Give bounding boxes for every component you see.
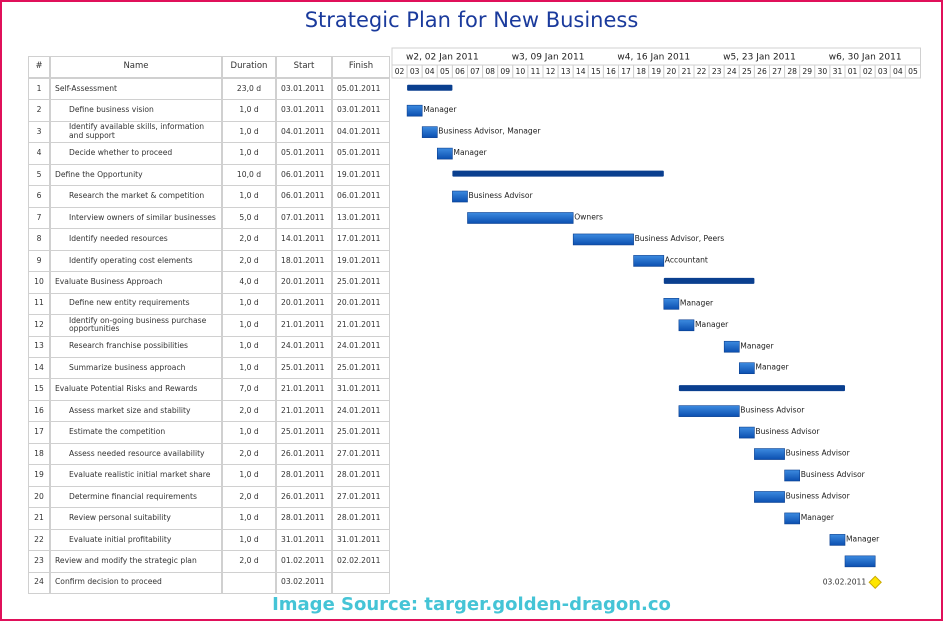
day-label: 30 (818, 67, 828, 76)
resource-label: Business Advisor, Peers (635, 234, 725, 243)
day-label: 15 (591, 67, 601, 76)
day-label: 29 (802, 67, 812, 76)
day-label: 14 (576, 67, 586, 76)
resource-label: Manager (801, 513, 835, 522)
column-header: Duration (222, 56, 276, 78)
day-label: 02 (395, 67, 405, 76)
resource-label: Manager (423, 105, 457, 114)
resource-label: Manager (846, 534, 880, 543)
day-label: 08 (485, 67, 495, 76)
resource-label: Manager (740, 341, 774, 350)
resource-label: Manager (755, 363, 789, 372)
task-bar (784, 469, 800, 482)
task-bar (754, 448, 785, 460)
day-label: 31 (833, 67, 843, 76)
task-bar (467, 212, 574, 224)
task-bar (784, 512, 800, 525)
cell-id: 24 (28, 571, 50, 595)
resource-label: Accountant (665, 255, 708, 264)
day-label: 25 (742, 67, 752, 76)
week-label: w5, 23 Jan 2011 (723, 53, 796, 63)
day-label: 22 (697, 67, 707, 76)
day-label: 27 (772, 67, 782, 76)
resource-label: Business Advisor, Manager (438, 127, 541, 136)
day-label: 23 (712, 67, 722, 76)
day-label: 03 (878, 67, 888, 76)
resource-label: Owners (574, 212, 603, 221)
summary-bar (663, 277, 755, 284)
day-label: 20 (667, 67, 677, 76)
task-bar (678, 405, 740, 417)
day-label: 02 (863, 67, 873, 76)
day-label: 18 (636, 67, 646, 76)
cell-name: Confirm decision to proceed (50, 571, 222, 595)
day-label: 01 (848, 67, 858, 76)
cell-finish (332, 571, 390, 595)
day-label: 28 (787, 67, 797, 76)
milestone-date: 03.02.2011 (823, 577, 867, 586)
resource-label: Business Advisor (740, 406, 805, 415)
day-label: 05 (440, 67, 450, 76)
day-label: 17 (621, 67, 631, 76)
week-label: w2, 02 Jan 2011 (406, 53, 479, 63)
resource-label: Manager (695, 320, 729, 329)
week-label: w4, 16 Jan 2011 (617, 53, 690, 63)
milestone (868, 575, 882, 590)
day-label: 26 (757, 67, 767, 76)
task-bar (723, 340, 740, 353)
resource-label: Business Advisor (755, 427, 820, 436)
task-bar (436, 147, 453, 160)
day-cell (904, 64, 922, 79)
resource-label: Business Advisor (469, 191, 534, 200)
title: Strategic Plan for New Business (304, 8, 639, 32)
day-label: 04 (893, 67, 903, 76)
day-label: 16 (606, 67, 616, 76)
task-bar (452, 190, 468, 203)
task-bar (406, 104, 423, 117)
task-bar (754, 491, 785, 503)
task-bar (738, 362, 755, 375)
day-label: 10 (516, 67, 526, 76)
resource-label: Business Advisor (786, 491, 851, 500)
task-bar (829, 534, 846, 546)
day-label: 21 (682, 67, 692, 76)
cell-duration (222, 571, 276, 595)
task-bar (663, 298, 680, 310)
day-label: 05 (908, 67, 918, 76)
column-header: # (28, 56, 50, 78)
column-header: Start (276, 56, 332, 78)
task-bar (738, 426, 755, 439)
day-label: 11 (531, 67, 541, 76)
day-label: 07 (470, 67, 480, 76)
column-header: Name (50, 56, 222, 78)
day-label: 19 (651, 67, 661, 76)
day-label: 03 (410, 67, 420, 76)
week-label: w6, 30 Jan 2011 (829, 53, 902, 63)
task-bar (421, 126, 438, 138)
day-label: 13 (561, 67, 571, 76)
day-label: 04 (425, 67, 435, 76)
image-source: Image Source: targer.golden-dragon.co (272, 594, 671, 615)
week-label: w3, 09 Jan 2011 (512, 53, 585, 63)
task-bar (633, 255, 665, 267)
day-label: 06 (455, 67, 465, 76)
resource-label: Business Advisor (786, 449, 851, 458)
task-bar (572, 233, 634, 246)
summary-bar (407, 84, 453, 91)
task-bar (844, 555, 876, 568)
resource-label: Manager (453, 148, 487, 157)
resource-label: Business Advisor (801, 470, 866, 479)
cell-start: 03.02.2011 (276, 571, 332, 595)
resource-label: Manager (680, 298, 714, 307)
day-label: 24 (727, 67, 737, 76)
summary-bar (452, 170, 664, 177)
column-header: Finish (332, 56, 390, 78)
task-bar (678, 319, 695, 332)
summary-bar (678, 385, 845, 392)
day-label: 09 (500, 67, 510, 76)
day-label: 12 (546, 67, 556, 76)
